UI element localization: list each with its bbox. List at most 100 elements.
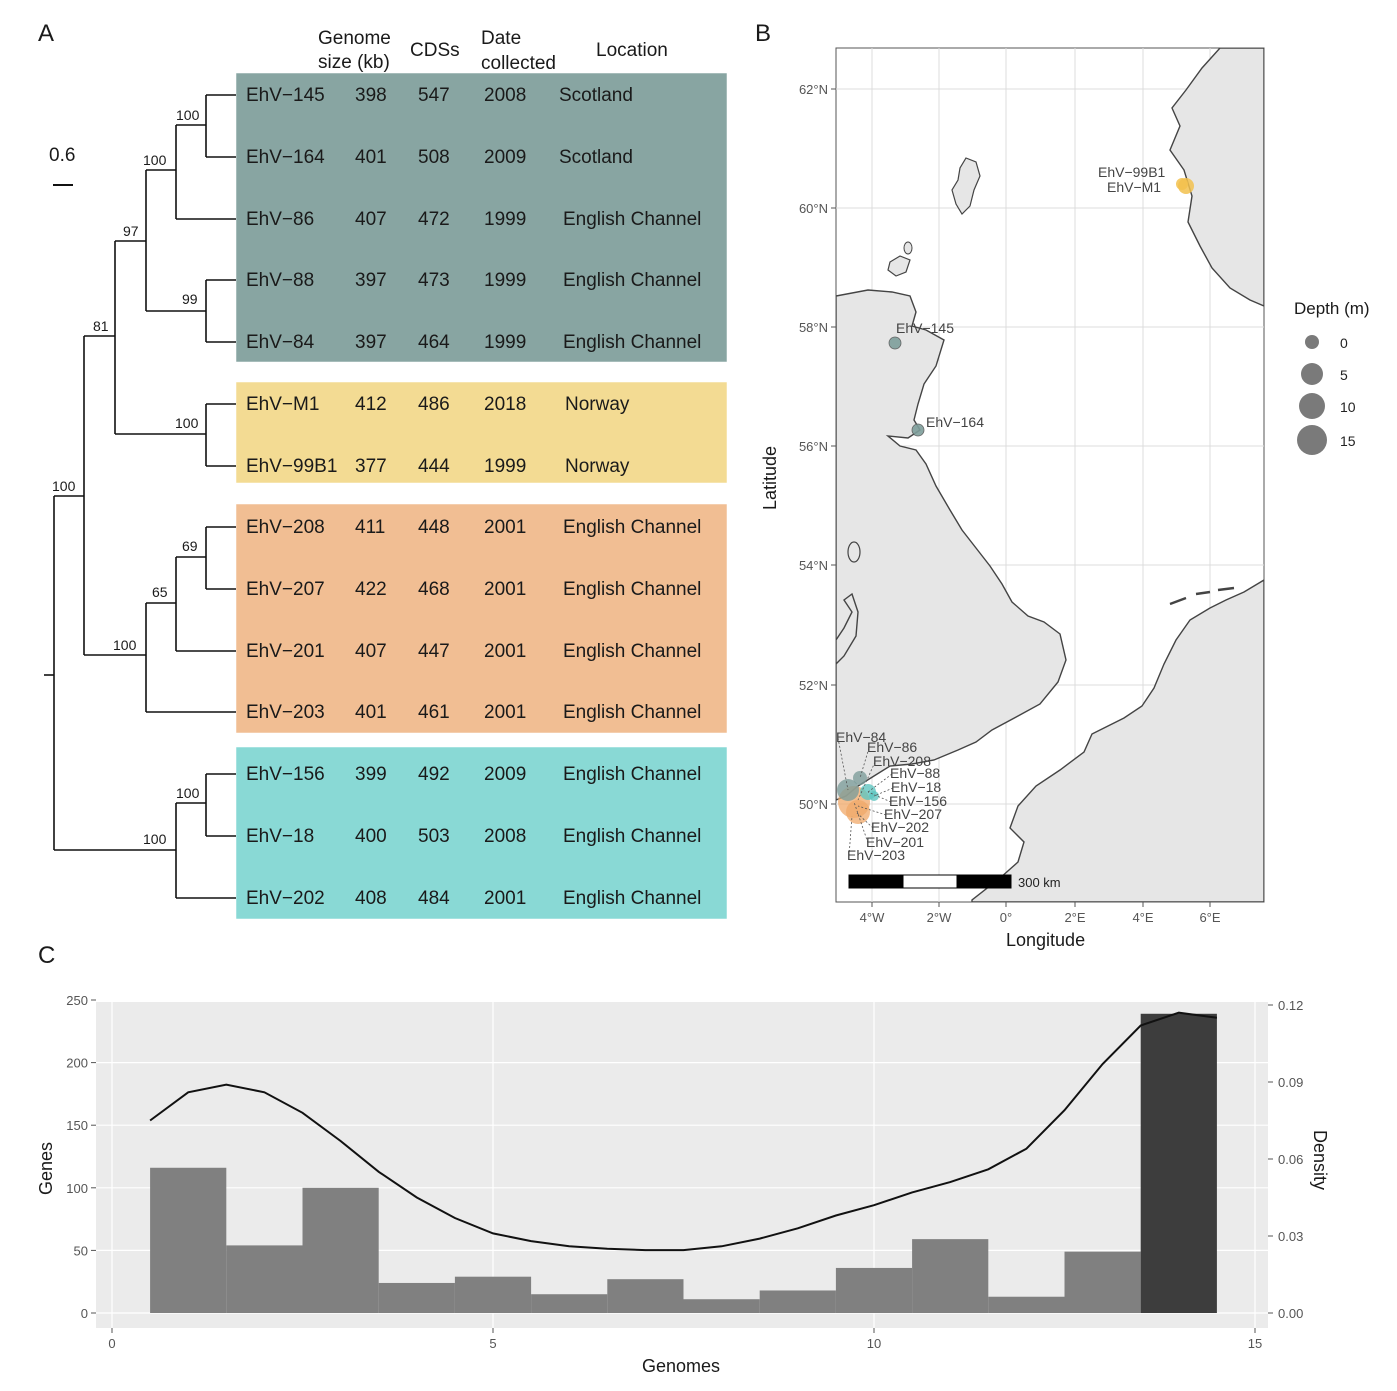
hist-y2-axis-title: Density xyxy=(1310,1130,1330,1190)
bootstrap-3: 99 xyxy=(182,291,198,307)
tree-branches xyxy=(44,94,236,899)
genome-size: 401 xyxy=(355,147,387,168)
great-britain-land xyxy=(836,289,1067,801)
cds-count: 448 xyxy=(418,517,450,538)
site-leader-line xyxy=(859,747,870,779)
table-row: EhV−156 399 492 2009 English Channel xyxy=(246,764,701,785)
shetland-islands xyxy=(951,157,981,215)
channel-site-label: EhV−208 xyxy=(873,753,931,769)
date-collected: 2001 xyxy=(484,888,526,909)
hist-bar-14 xyxy=(1140,1013,1217,1313)
site-ehv203-marker xyxy=(846,800,870,824)
location: English Channel xyxy=(563,826,701,847)
sampling-map-panel: 62°N 60°N 58°N 56°N 54°N 52°N 50°N 4°W 2°W 0° 2°E 4… xyxy=(760,47,1370,950)
lon-tick-label: 4°E xyxy=(1132,910,1153,925)
location: English Channel xyxy=(563,641,701,662)
virus-name: EhV−18 xyxy=(246,826,314,847)
lat-tick-label: 54°N xyxy=(799,558,828,573)
cds-count: 486 xyxy=(418,394,450,415)
date-collected: 2001 xyxy=(484,702,526,723)
phylogenetic-tree-panel: 100 100 97 99 81 100 100 69 65 100 100 100 EhV−145 3… xyxy=(44,28,727,919)
lat-tick-label: 60°N xyxy=(799,201,828,216)
channel-site-label: EhV−86 xyxy=(867,739,917,755)
legend-size-10 xyxy=(1299,393,1325,419)
channel-site-label: EhV−207 xyxy=(884,806,942,822)
site-markers: EhV−145 EhV−164 EhV−99B1 EhV−M1 xyxy=(837,164,1194,824)
cds-count: 444 xyxy=(418,456,450,477)
bootstrap-0: 100 xyxy=(176,107,200,123)
group-boxes xyxy=(236,73,727,919)
cds-count: 503 xyxy=(418,826,450,847)
hist-y-tick-label: 150 xyxy=(66,1118,88,1133)
lon-tick-label: 6°E xyxy=(1199,910,1220,925)
site-leader-line xyxy=(853,801,869,844)
genome-size: 399 xyxy=(355,764,387,785)
hist-bar-12 xyxy=(988,1296,1065,1313)
hist-x-axis-title: Genomes xyxy=(642,1356,720,1376)
cds-count: 464 xyxy=(418,332,450,353)
bootstrap-7: 69 xyxy=(182,538,198,554)
legend-title: Depth (m) xyxy=(1294,299,1370,318)
legend-size-0 xyxy=(1305,335,1319,349)
isle-of-man xyxy=(847,541,861,563)
cds-count: 492 xyxy=(418,764,450,785)
scale-segment-1 xyxy=(848,874,904,889)
hist-bar-13 xyxy=(1064,1251,1141,1313)
site-leader-line xyxy=(873,787,894,797)
table-rows: EhV−145 398 547 2008 Scotland EhV−164 401 508 20… xyxy=(246,85,701,909)
bootstrap-2: 97 xyxy=(123,223,139,239)
gene-histogram-panel: 0 50 100 150 200 250 0 5 10 15 0.00 0.03 0.06 0.09 0.1… xyxy=(36,993,1330,1376)
bootstrap-1: 100 xyxy=(143,152,167,168)
cds-count: 468 xyxy=(418,579,450,600)
date-collected: 2001 xyxy=(484,517,526,538)
genome-size: 377 xyxy=(355,456,387,477)
ireland-land xyxy=(836,592,859,665)
hist-bar-11 xyxy=(912,1239,989,1313)
cds-count: 473 xyxy=(418,270,450,291)
header-date-line1: Date xyxy=(481,28,521,49)
location: English Channel xyxy=(563,332,701,353)
landmasses xyxy=(836,48,1264,902)
channel-site-label: EhV−203 xyxy=(847,847,905,863)
bootstrap-10: 100 xyxy=(176,785,200,801)
small-island xyxy=(903,241,913,255)
legend-label-5: 5 xyxy=(1340,367,1348,383)
genome-size: 401 xyxy=(355,702,387,723)
hist-bar-10 xyxy=(835,1267,913,1313)
cds-count: 461 xyxy=(418,702,450,723)
panel-b-letter: B xyxy=(755,20,772,47)
virus-name: EhV−207 xyxy=(246,579,325,600)
virus-name: EhV−M1 xyxy=(246,394,319,415)
location: Scotland xyxy=(559,85,633,106)
lat-tick-label: 50°N xyxy=(799,797,828,812)
site-leader-line xyxy=(857,761,876,801)
bootstrap-11: 100 xyxy=(143,831,167,847)
hist-bar-7 xyxy=(607,1279,684,1313)
table-row: EhV−203 401 461 2001 English Channel xyxy=(246,702,701,723)
hist-y2-tick-label: 0.00 xyxy=(1278,1306,1303,1321)
location: English Channel xyxy=(563,702,701,723)
hist-y2-tick-label: 0.06 xyxy=(1278,1152,1303,1167)
site-ehv164-marker xyxy=(911,423,925,437)
header-date-line2: collected xyxy=(481,53,556,74)
scale-segment-2 xyxy=(902,874,958,889)
map-x-axis-title: Longitude xyxy=(1006,930,1085,950)
header-genome-size-line2: size (kb) xyxy=(318,52,390,73)
table-row: EhV−86 407 472 1999 English Channel xyxy=(246,209,701,230)
location: English Channel xyxy=(563,888,701,909)
hist-bar-9 xyxy=(759,1290,836,1313)
channel-site-label: EhV−201 xyxy=(866,834,924,850)
group-box-channel-orange xyxy=(236,504,727,733)
virus-name: EhV−208 xyxy=(246,517,325,538)
location: English Channel xyxy=(563,579,701,600)
hist-bar-4 xyxy=(378,1282,455,1313)
hist-bar-8 xyxy=(683,1299,760,1313)
site-leader-line xyxy=(848,815,853,857)
virus-name: EhV−202 xyxy=(246,888,325,909)
date-collected: 2001 xyxy=(484,641,526,662)
hist-y-tick-label: 50 xyxy=(74,1243,88,1258)
map-scale-bar: 300 km xyxy=(848,874,1061,890)
cds-count: 484 xyxy=(418,888,450,909)
hist-y-tick-label: 200 xyxy=(66,1056,88,1071)
scale-bar-label: 300 km xyxy=(1018,875,1061,890)
